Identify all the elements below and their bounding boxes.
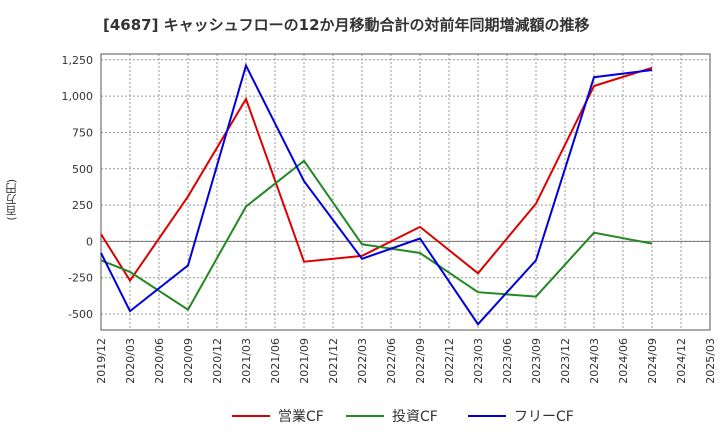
y-tick-label: 500	[72, 163, 93, 176]
series-line	[100, 66, 653, 283]
series-line	[100, 62, 653, 326]
legend-item-free-cf: フリーCF	[468, 404, 574, 428]
x-tick-label: 2021/09	[298, 338, 311, 384]
plot-area	[101, 54, 710, 330]
x-tick-label: 2023/03	[472, 338, 485, 384]
x-tick-label: 2024/06	[617, 338, 630, 384]
legend-swatch	[468, 415, 506, 417]
x-tick-label: 2021/03	[240, 338, 253, 384]
x-tick-label: 2024/03	[588, 338, 601, 384]
y-tick-label: -500	[68, 308, 93, 321]
x-tick-label: 2023/12	[559, 338, 572, 384]
x-tick-label: 2021/06	[269, 338, 282, 384]
x-tick-label: 2020/06	[153, 338, 166, 384]
y-tick-label: 750	[72, 126, 93, 139]
x-tick-label: 2024/09	[646, 338, 659, 384]
x-tick-label: 2022/12	[443, 338, 456, 384]
legend-swatch	[232, 415, 270, 417]
legend-label: フリーCF	[514, 409, 574, 425]
x-tick-label: 2020/12	[211, 338, 224, 384]
y-tick-label: 1,250	[62, 54, 94, 67]
series-line	[100, 159, 653, 312]
legend-label: 営業CF	[278, 409, 324, 425]
x-tick-label: 2025/03	[704, 338, 717, 384]
legend-item-operating-cf: 営業CF	[232, 404, 324, 428]
y-tick-label: 1,000	[62, 90, 94, 103]
x-tick-label: 2022/06	[385, 338, 398, 384]
x-tick-label: 2019/12	[95, 338, 108, 384]
x-tick-label: 2021/12	[327, 338, 340, 384]
plot-frame	[100, 53, 711, 331]
legend-swatch	[346, 415, 384, 417]
chart-title: [4687] キャッシュフローの12か月移動合計の対前年同期増減額の推移	[103, 16, 590, 34]
x-tick-label: 2020/03	[124, 338, 137, 384]
y-tick-label: 0	[86, 235, 93, 248]
legend: 営業CF 投資CF フリーCF	[0, 404, 720, 428]
legend-item-investing-cf: 投資CF	[346, 404, 438, 428]
x-tick-label: 2023/09	[530, 338, 543, 384]
x-tick-label: 2020/09	[182, 338, 195, 384]
x-tick-label: 2022/03	[356, 338, 369, 384]
y-tick-label: -250	[68, 272, 93, 285]
x-tick-label: 2022/09	[414, 338, 427, 384]
legend-label: 投資CF	[392, 409, 438, 425]
y-tick-label: 250	[72, 199, 93, 212]
x-tick-label: 2023/06	[501, 338, 514, 384]
x-tick-label: 2024/12	[675, 338, 688, 384]
